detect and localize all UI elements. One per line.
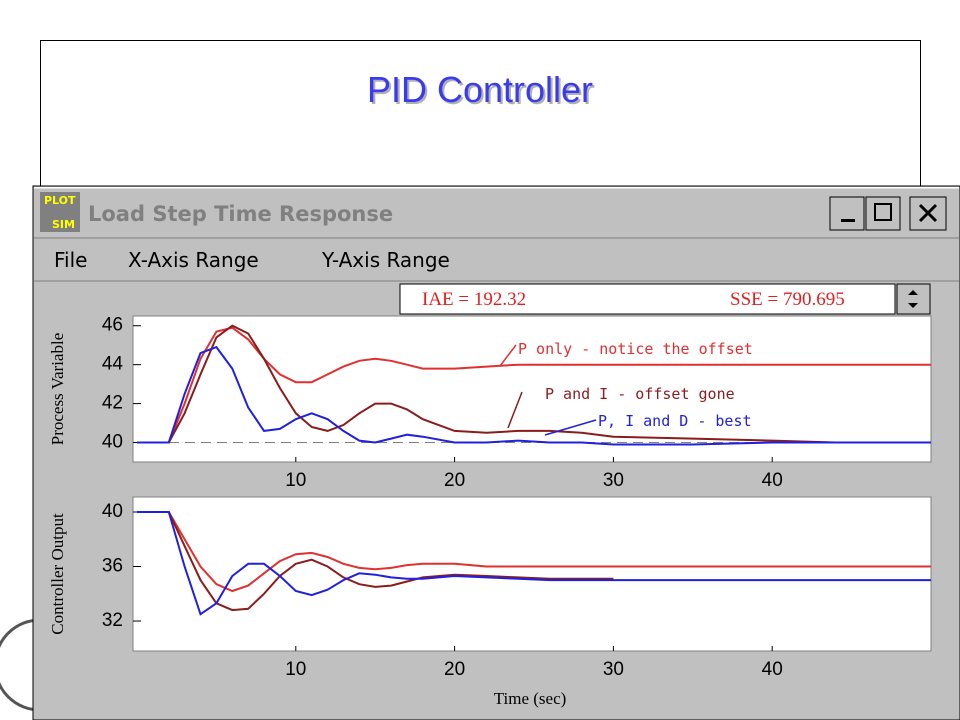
plot-area (132, 315, 932, 463)
series-line (137, 511, 614, 612)
annotation-leader (507, 391, 523, 429)
y-tick-label: 32 (102, 610, 123, 631)
slide-title: PID Controller (367, 69, 593, 110)
series-line (137, 345, 931, 446)
icon-text: SIM (52, 218, 75, 231)
y-axis-label: Process Variable (48, 333, 67, 446)
y-tick-label: 36 (102, 556, 123, 577)
y-axis-label: Controller Output (48, 513, 67, 635)
plot-area (132, 496, 932, 652)
minimize-button[interactable] (829, 196, 865, 231)
x-axis-label: Time (sec) (494, 689, 567, 708)
annotation: P, I and D - best (598, 412, 752, 430)
menu-item[interactable]: File (54, 248, 87, 272)
y-tick-label: 40 (102, 501, 123, 522)
x-tick-label: 10 (285, 470, 306, 491)
y-tick-label: 42 (102, 393, 123, 414)
window-highlight (34, 187, 959, 189)
y-tick-label: 44 (102, 354, 124, 375)
icon-text: PLOT (44, 194, 76, 207)
series-line (137, 324, 836, 444)
x-tick-label: 30 (603, 470, 624, 491)
annotation: P only - notice the offset (518, 340, 753, 358)
spinner[interactable] (896, 283, 931, 315)
x-tick-label: 40 (762, 470, 783, 491)
series-line (137, 326, 931, 444)
charts: 40 42 44 46 10 20 30 40 Process Variable P only -… (48, 315, 932, 708)
y-tick-label: 46 (102, 315, 123, 336)
menu-item[interactable]: X-Axis Range (128, 248, 259, 272)
series-line (137, 511, 931, 593)
status-iae: IAE = 192.32 (422, 289, 526, 310)
x-tick-label: 10 (285, 659, 306, 680)
annotation-leader (544, 419, 597, 436)
minimize-glyph (841, 219, 855, 222)
x-tick-label: 20 (444, 470, 465, 491)
maximize-button[interactable] (865, 196, 901, 231)
status-sse: SSE = 790.695 (730, 289, 845, 310)
x-tick-label: 40 (762, 659, 783, 680)
spinner-arrows (908, 290, 918, 308)
app-icon (40, 192, 80, 232)
y-tick-label: 40 (102, 432, 123, 453)
annotation-leader (499, 344, 517, 367)
window-title: Load Step Time Response (88, 202, 393, 226)
window-buttons (829, 196, 947, 231)
x-tick-label: 30 (603, 659, 624, 680)
slide-title-shadow: PID Controller (369, 71, 595, 112)
series-line (137, 511, 931, 616)
close-glyph (918, 203, 938, 223)
status-box (399, 283, 896, 315)
menu-item[interactable]: Y-Axis Range (321, 248, 450, 272)
maximize-glyph (874, 203, 892, 221)
x-tick-label: 20 (444, 659, 465, 680)
annotation: P and I - offset gone (545, 385, 735, 403)
